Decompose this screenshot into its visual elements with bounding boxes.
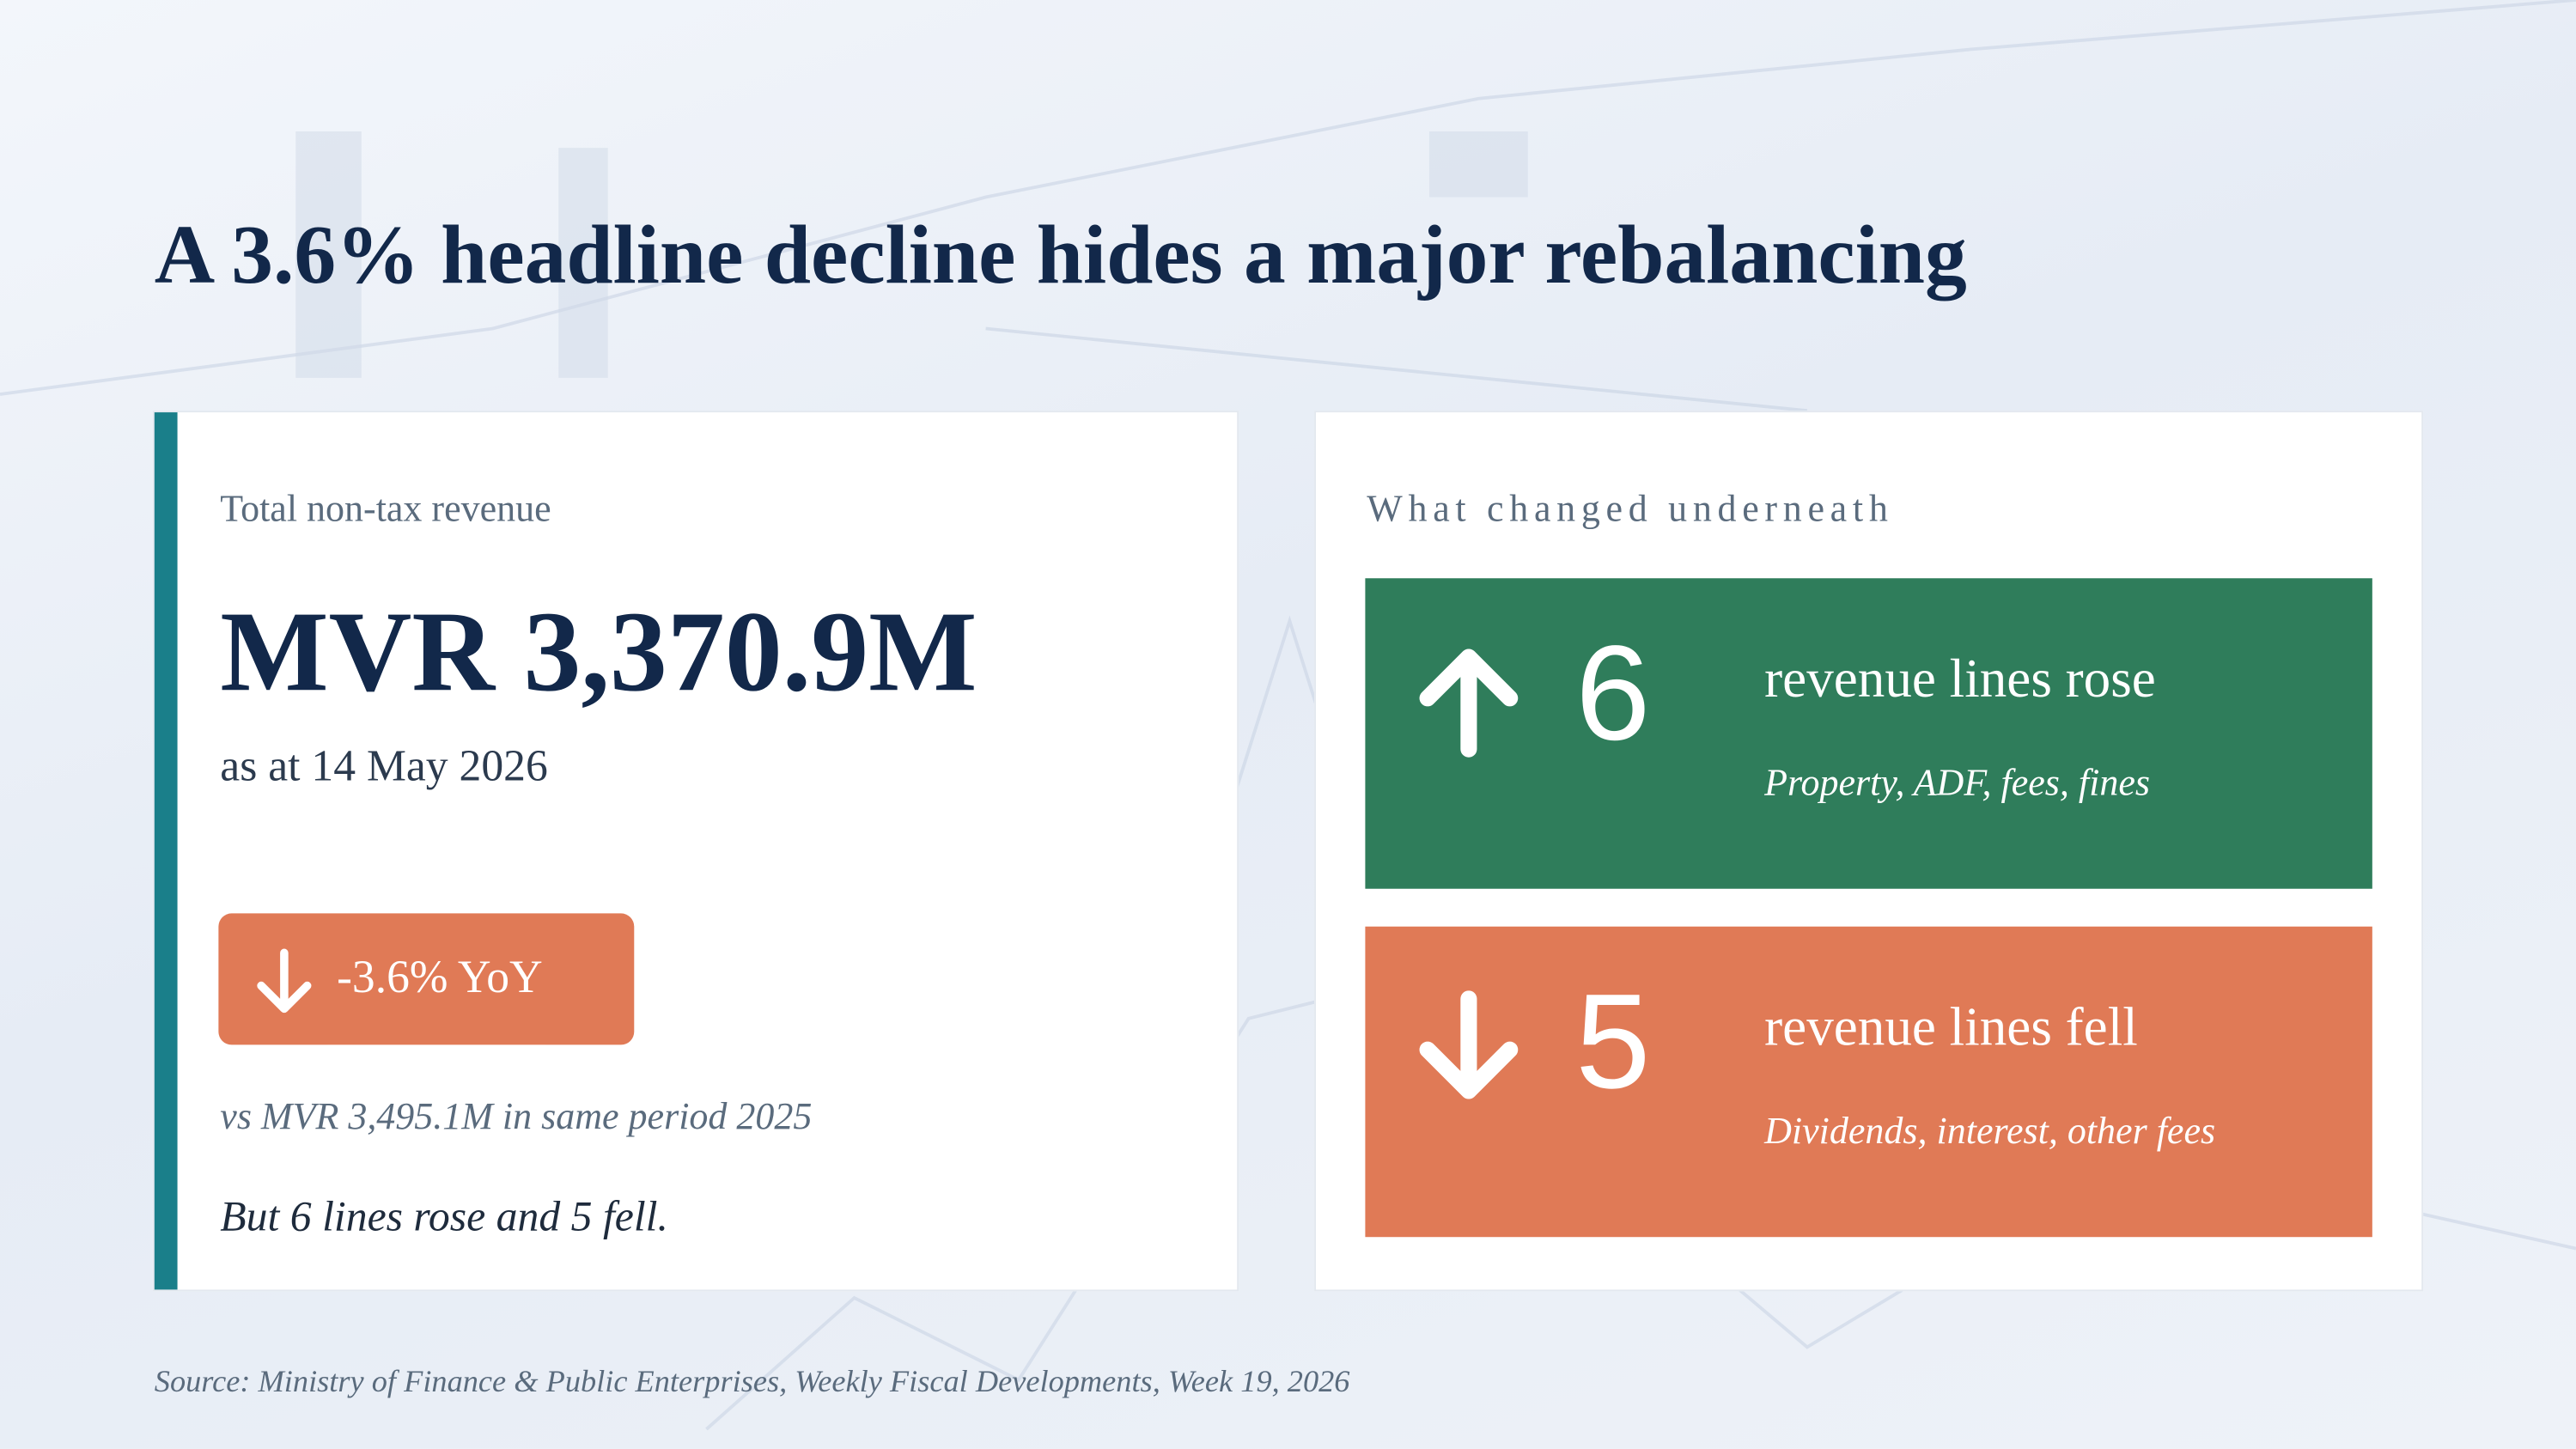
comparison: vs MVR 3,495.1M in same period 2025	[220, 1095, 813, 1137]
count: 6	[1575, 619, 1651, 770]
up-arrow	[1419, 648, 1519, 758]
headline-value: MVR 3,370.9M	[220, 589, 977, 716]
title: A 3.6% headline decline hides a major re…	[154, 210, 1967, 302]
row-detail: Property, ADF, fees, fines	[1764, 762, 2151, 804]
count: 5	[1575, 967, 1651, 1117]
row-detail: Dividends, interest, other fees	[1764, 1110, 2216, 1152]
fell-box: 5 revenue lines fell Dividends, interest…	[1365, 926, 2372, 1238]
note: But 6 lines rose and 5 fell.	[220, 1192, 668, 1241]
row-label: revenue lines fell	[1764, 998, 2138, 1058]
breakdown-heading: What changed underneath	[1367, 488, 1894, 529]
down-arrow	[1419, 990, 1519, 1099]
accent-bar	[154, 412, 178, 1290]
down-arrow	[257, 948, 312, 1014]
row-label: revenue lines rose	[1764, 650, 2156, 710]
card-label: Total non-tax revenue	[220, 488, 551, 529]
change-badge: -3.6% YoY	[218, 913, 635, 1045]
summary-card: Total non-tax revenue MVR 3,370.9M as at…	[152, 411, 1239, 1292]
change-text: -3.6% YoY	[337, 953, 543, 1004]
as-at-date: as at 14 May 2026	[220, 740, 548, 790]
rose-box: 6 revenue lines rose Property, ADF, fees…	[1365, 578, 2372, 889]
breakdown-card: What changed underneath 6 revenue lines …	[1314, 411, 2424, 1292]
source: Source: Ministry of Finance & Public Ent…	[154, 1365, 1350, 1400]
